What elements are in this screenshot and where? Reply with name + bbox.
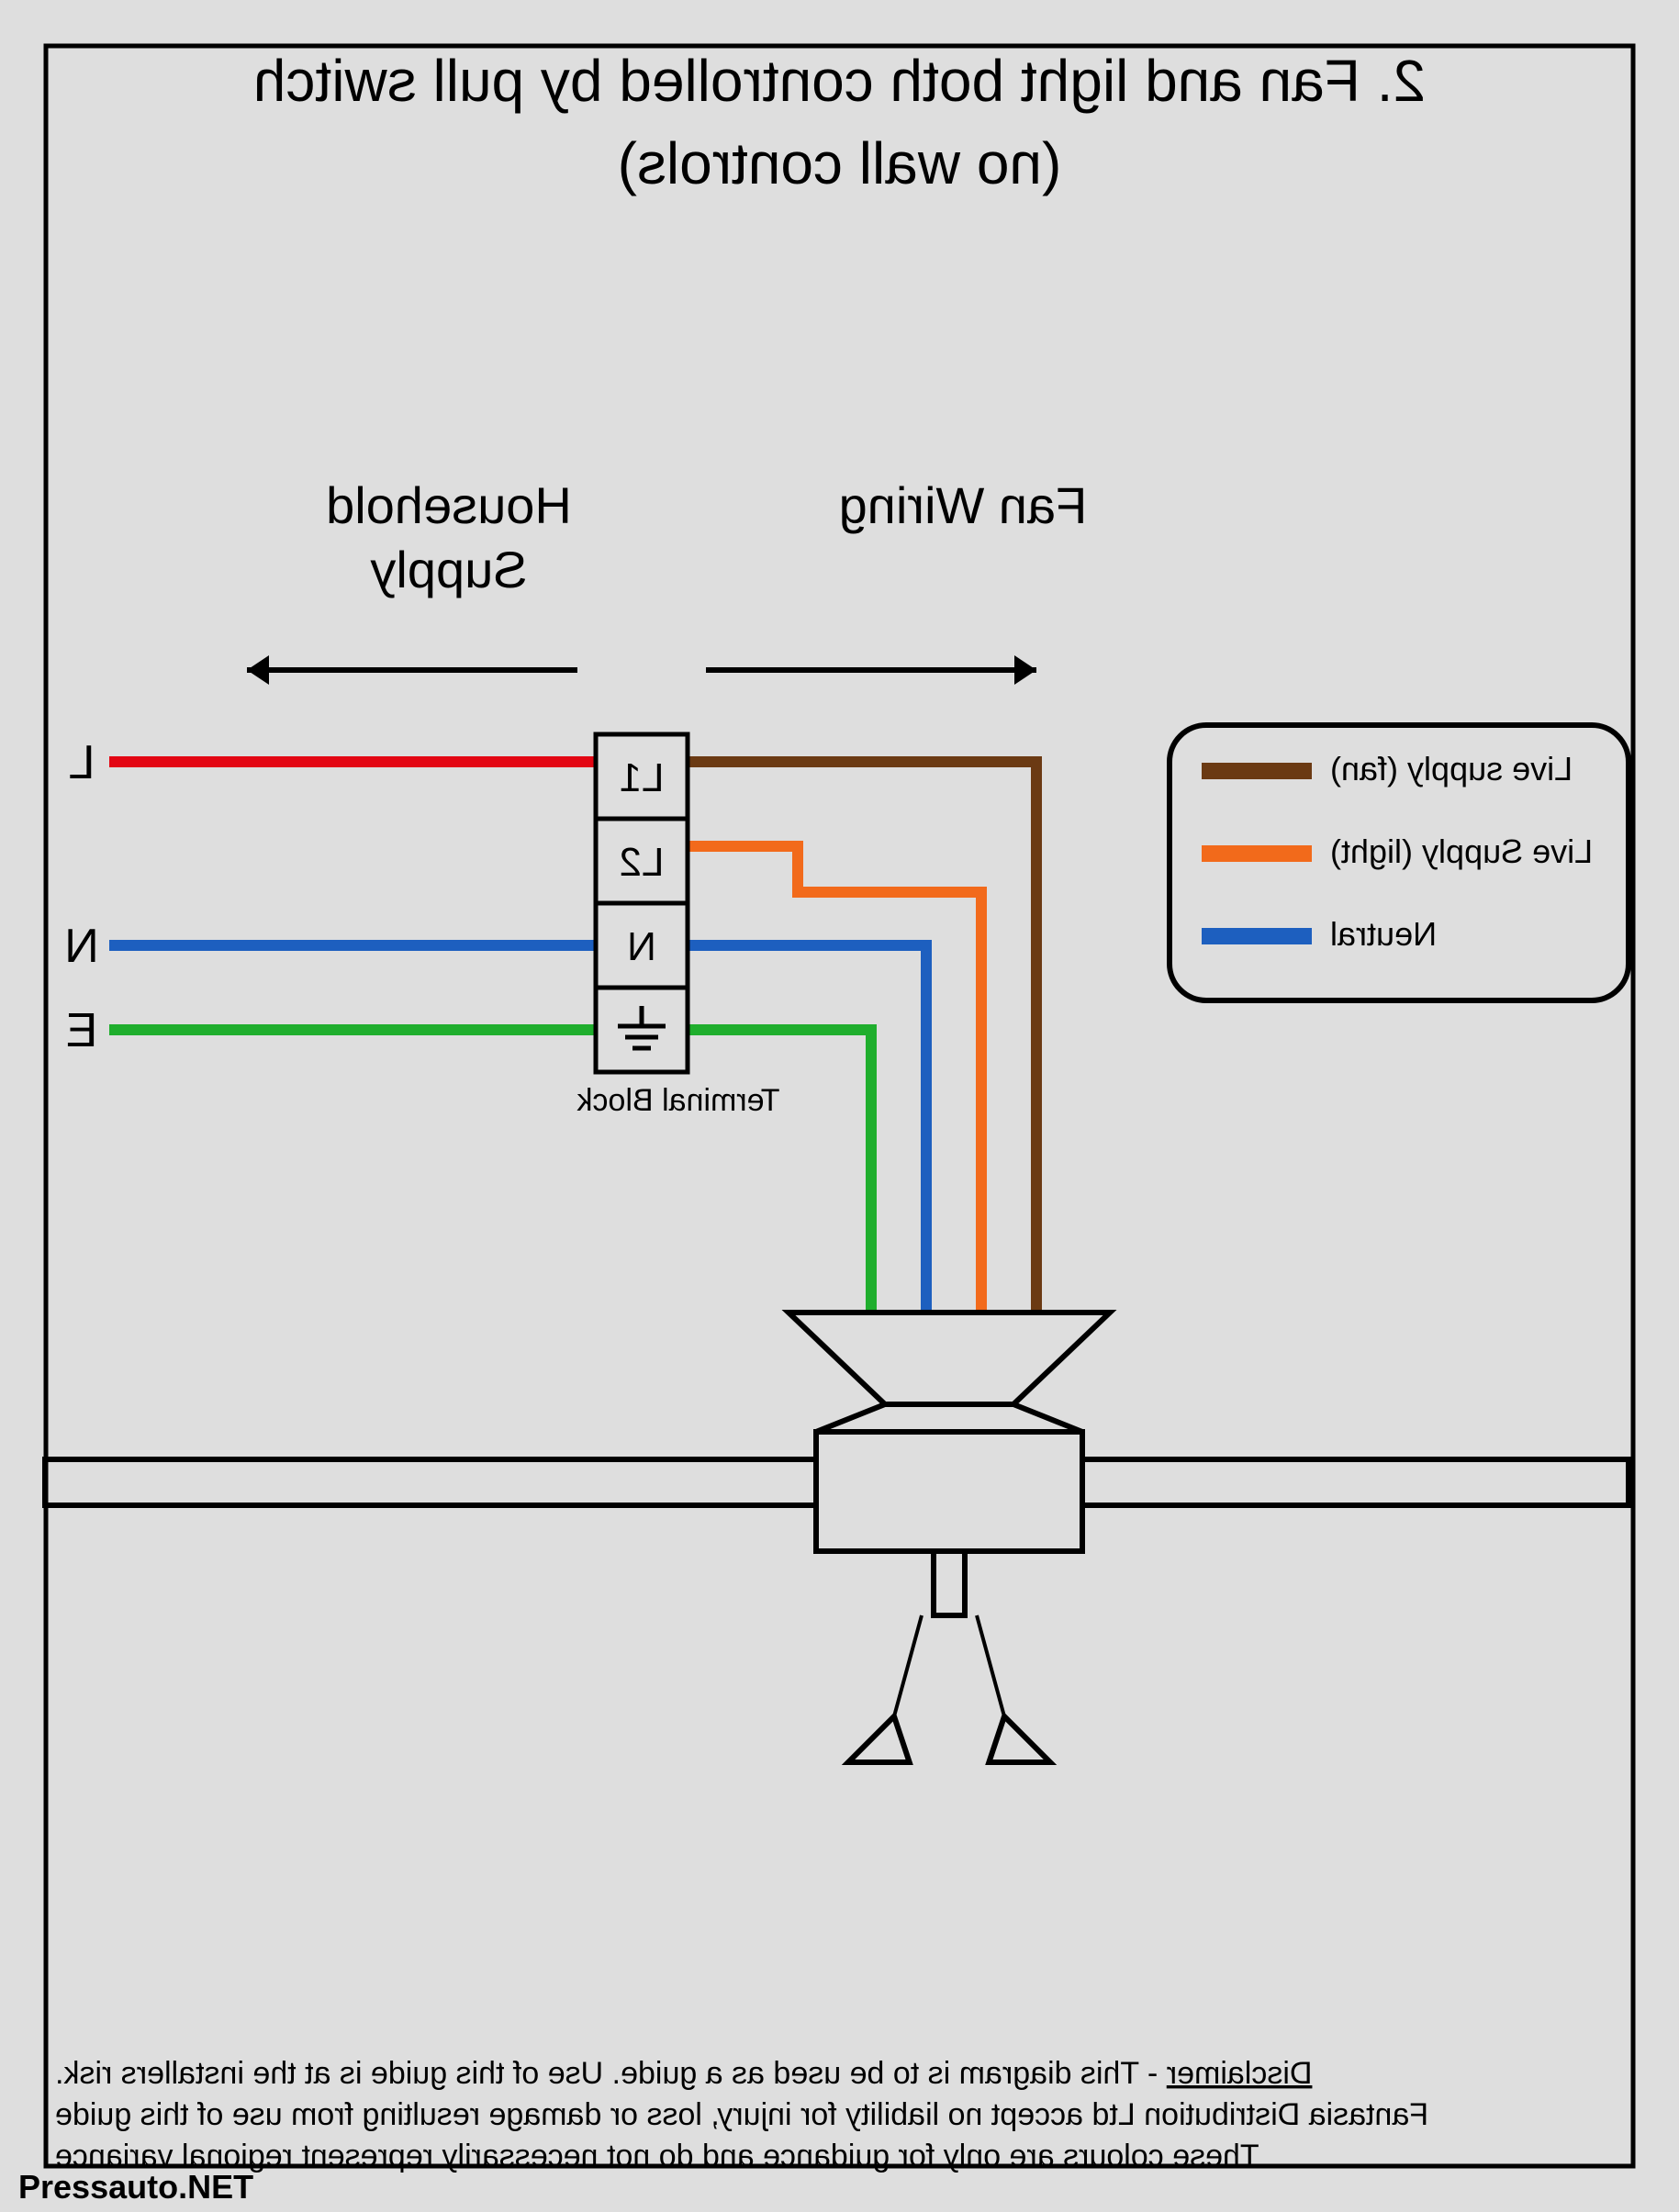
title-line2: (no wall controls)	[618, 130, 1062, 196]
legend-label: Neutral	[1330, 915, 1437, 953]
legend-label: Live supply (fan)	[1330, 750, 1573, 788]
label-N: N	[64, 920, 99, 973]
fan-body	[816, 1432, 1082, 1551]
terminal-block-label: Terminal Block	[576, 1083, 779, 1118]
label-supply: Supply	[370, 541, 527, 598]
label-fan-wiring: Fan Wiring	[839, 476, 1088, 534]
legend-swatch	[1202, 845, 1312, 862]
terminal-cell-label: N	[627, 924, 656, 969]
terminal-cell	[596, 988, 688, 1072]
disclaimer-line2: Fantasia Distribution Ltd accept no liab…	[55, 2097, 1428, 2132]
terminal-cell-label: L2	[620, 840, 665, 885]
label-E: E	[66, 1004, 98, 1057]
label-L: L	[69, 736, 95, 789]
disclaimer-line1: Disclaimer - This diagram is to be used …	[55, 2056, 1312, 2091]
label-household: Household	[326, 476, 572, 534]
legend-label: Live Supply (light)	[1330, 832, 1593, 870]
watermark: Pressauto.NET	[18, 2168, 253, 2206]
legend-swatch	[1202, 928, 1312, 944]
title-line1: 2. Fan and light both controlled by pull…	[253, 48, 1426, 114]
legend-swatch	[1202, 763, 1312, 779]
terminal-cell-label: L1	[620, 755, 665, 800]
